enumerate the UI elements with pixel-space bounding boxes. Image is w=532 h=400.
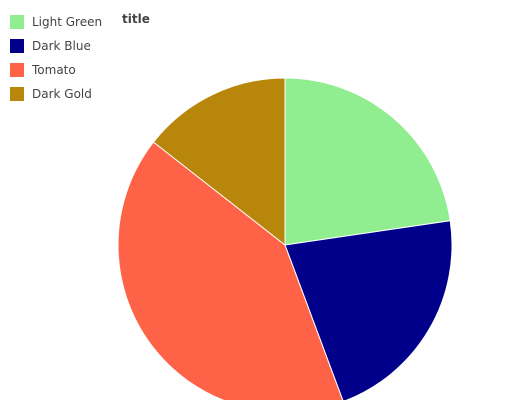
pie-slice-dark-gold xyxy=(152,77,286,247)
chart-title: title xyxy=(122,12,150,26)
legend-swatch-dark-blue xyxy=(10,39,24,53)
legend-item-light-green: Light Green xyxy=(10,10,102,34)
legend-label-tomato: Tomato xyxy=(32,63,76,77)
legend: Light Green Dark Blue Tomato Dark Gold xyxy=(10,10,102,106)
pie-slice-tomato xyxy=(117,141,344,400)
legend-item-dark-blue: Dark Blue xyxy=(10,34,102,58)
legend-label-dark-gold: Dark Gold xyxy=(32,87,92,101)
legend-item-tomato: Tomato xyxy=(10,58,102,82)
legend-swatch-tomato xyxy=(10,63,24,77)
legend-label-dark-blue: Dark Blue xyxy=(32,39,91,53)
legend-swatch-dark-gold xyxy=(10,87,24,101)
pie-slice-light-green xyxy=(284,77,451,246)
legend-item-dark-gold: Dark Gold xyxy=(10,82,102,106)
legend-swatch-light-green xyxy=(10,15,24,29)
pie-slice-dark-blue xyxy=(284,220,453,400)
legend-label-light-green: Light Green xyxy=(32,15,103,29)
